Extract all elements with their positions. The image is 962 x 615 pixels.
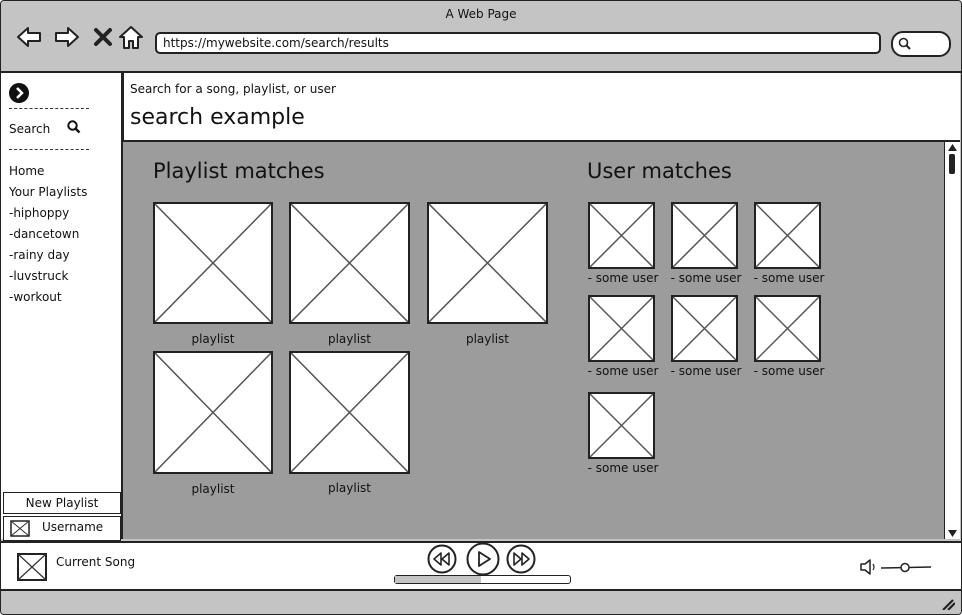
user-thumbnail[interactable]: [754, 202, 821, 269]
sidebar-search-label[interactable]: Search: [9, 122, 51, 136]
new-playlist-button[interactable]: New Playlist: [3, 492, 121, 514]
divider: [9, 149, 89, 150]
window-title: A Web Page: [445, 7, 517, 21]
back-arrow-icon[interactable]: [15, 23, 43, 51]
browser-search-field[interactable]: [891, 31, 951, 57]
user-thumbnail[interactable]: [588, 202, 655, 269]
search-icon[interactable]: [67, 120, 81, 134]
song-progress-fill: [395, 576, 481, 583]
search-hint: Search for a song, playlist, or user: [130, 82, 336, 96]
playlist-thumbnail[interactable]: [153, 202, 273, 324]
close-icon[interactable]: [89, 23, 117, 51]
playlist-thumbnail[interactable]: [427, 202, 548, 324]
rewind-icon[interactable]: [427, 544, 457, 574]
sidebar: Search Home Your Playlists -hiphoppy -da…: [1, 73, 123, 539]
user-thumbnail[interactable]: [671, 295, 738, 362]
user-label[interactable]: - some user: [670, 271, 742, 285]
results-area: Playlist matches User matches playlist p…: [123, 142, 944, 539]
sidebar-playlist-item[interactable]: -hiphoppy: [9, 206, 70, 220]
playlist-label[interactable]: playlist: [327, 481, 372, 495]
user-label[interactable]: - some user: [753, 271, 825, 285]
user-matches-heading: User matches: [587, 159, 732, 183]
current-song-label: Current Song: [56, 555, 136, 569]
user-thumbnail[interactable]: [588, 295, 655, 362]
sidebar-playlist-item[interactable]: -rainy day: [9, 248, 70, 262]
expand-arrow-icon[interactable]: [9, 83, 29, 103]
browser-titlebar: A Web Page https://mywebsite.com/search/…: [1, 1, 961, 73]
user-thumbnail[interactable]: [671, 202, 738, 269]
album-art: [17, 553, 47, 581]
search-panel: Search for a song, playlist, or user sea…: [123, 73, 960, 142]
user-thumbnail[interactable]: [588, 392, 655, 459]
vertical-scrollbar[interactable]: [944, 142, 960, 539]
avatar: [10, 520, 30, 537]
scroll-up-icon[interactable]: [948, 144, 957, 151]
user-label[interactable]: - some user: [753, 364, 825, 378]
playlist-label[interactable]: playlist: [191, 482, 235, 496]
divider: [9, 108, 89, 109]
play-icon[interactable]: [466, 542, 500, 576]
playlist-matches-heading: Playlist matches: [153, 159, 325, 183]
playlist-thumbnail[interactable]: [153, 351, 273, 474]
status-bar: [1, 591, 961, 614]
fast-forward-icon[interactable]: [506, 544, 536, 574]
sidebar-playlist-item[interactable]: -luvstruck: [9, 269, 69, 283]
user-label[interactable]: - some user: [670, 364, 742, 378]
song-progress-bar[interactable]: [394, 575, 571, 584]
search-icon: [898, 37, 911, 50]
sidebar-item-home[interactable]: Home: [9, 164, 45, 178]
sidebar-playlist-item[interactable]: -dancetown: [9, 227, 80, 241]
music-player: Current Song: [1, 541, 961, 591]
playlist-thumbnail[interactable]: [289, 351, 410, 474]
sidebar-playlist-item[interactable]: -workout: [9, 290, 62, 304]
playlist-label[interactable]: playlist: [465, 332, 510, 346]
volume-icon[interactable]: [859, 557, 935, 577]
user-label[interactable]: - some user: [587, 271, 659, 285]
home-icon[interactable]: [117, 23, 145, 51]
user-label[interactable]: - some user: [587, 461, 659, 475]
username-label: Username: [42, 520, 104, 534]
forward-arrow-icon[interactable]: [53, 23, 81, 51]
user-label[interactable]: - some user: [587, 364, 659, 378]
scroll-down-icon[interactable]: [948, 530, 957, 537]
scrollbar-thumb[interactable]: [949, 154, 955, 174]
user-thumbnail[interactable]: [754, 295, 821, 362]
user-profile[interactable]: Username: [3, 516, 121, 541]
playlist-label[interactable]: playlist: [191, 332, 235, 346]
search-input[interactable]: search example: [130, 105, 305, 130]
playlist-label[interactable]: playlist: [327, 332, 372, 346]
address-bar[interactable]: https://mywebsite.com/search/results: [155, 32, 881, 54]
sidebar-item-your-playlists[interactable]: Your Playlists: [9, 185, 88, 199]
resize-grip-icon[interactable]: [939, 598, 955, 610]
playlist-thumbnail[interactable]: [289, 202, 410, 324]
